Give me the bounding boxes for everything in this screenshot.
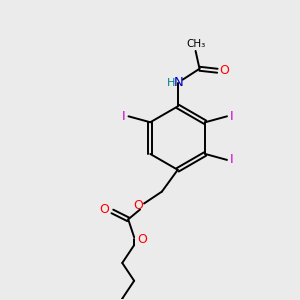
Text: O: O <box>100 203 110 216</box>
Text: CH₃: CH₃ <box>186 39 205 49</box>
Text: N: N <box>174 76 184 89</box>
Text: O: O <box>137 233 147 246</box>
Text: I: I <box>230 110 234 123</box>
Text: I: I <box>122 110 125 123</box>
Text: O: O <box>219 64 229 77</box>
Text: O: O <box>133 199 143 212</box>
Text: I: I <box>230 153 234 167</box>
Text: H: H <box>167 78 175 88</box>
